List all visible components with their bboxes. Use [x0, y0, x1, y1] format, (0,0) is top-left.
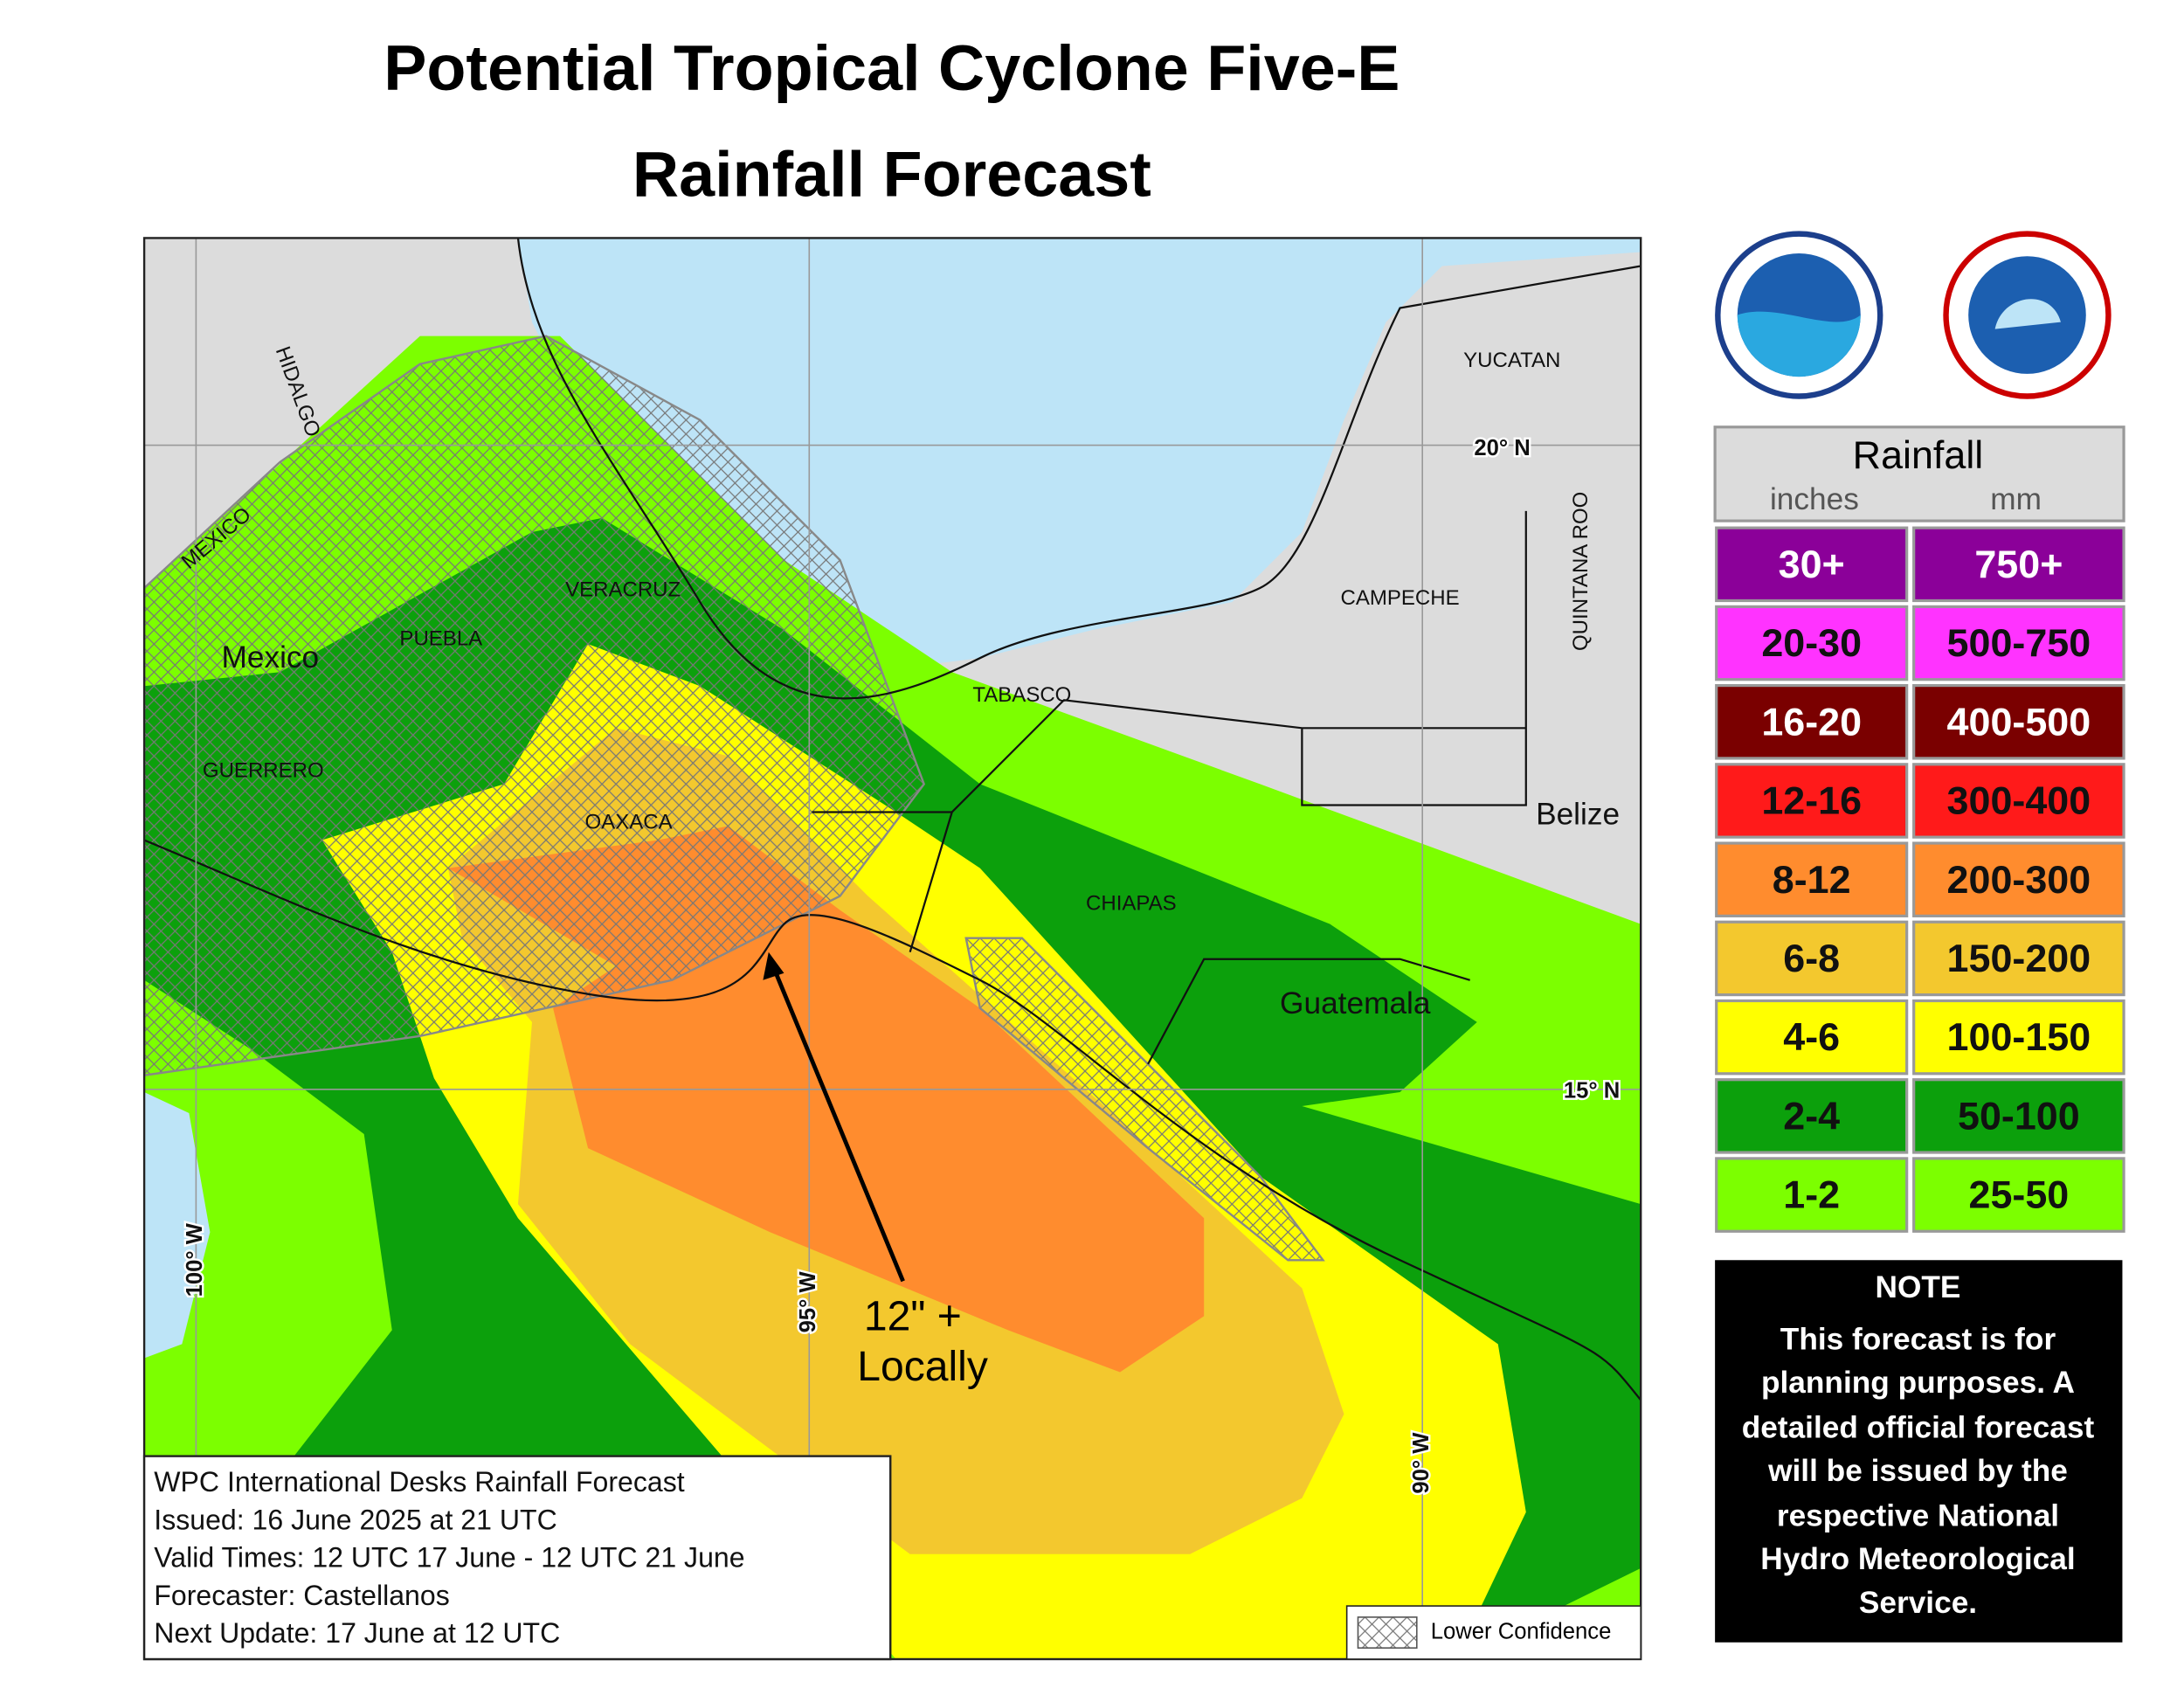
grid-label: 100° W — [183, 1222, 207, 1297]
legend-inches: 4-6 — [1783, 1014, 1840, 1059]
grid-label: 90° W — [1409, 1432, 1434, 1494]
info-line: Valid Times: 12 UTC 17 June - 12 UTC 21 … — [154, 1542, 744, 1574]
region-label: YUCATAN — [1463, 349, 1560, 372]
country-label: Guatemala — [1280, 986, 1431, 1020]
note-line: Service. — [1859, 1586, 1977, 1620]
legend-inches: 8-12 — [1773, 857, 1851, 902]
region-label: VERACRUZ — [565, 578, 681, 602]
grid-label: 95° W — [796, 1271, 820, 1333]
legend-swatch — [1715, 526, 1909, 603]
country-label: Belize — [1536, 798, 1620, 832]
legend-inches: 2-4 — [1783, 1093, 1840, 1138]
region-label: CHIAPAS — [1086, 892, 1177, 916]
grid-label: 15° N — [1564, 1079, 1620, 1103]
note-line: planning purposes. A — [1761, 1366, 2075, 1400]
info-line: Forecaster: Castellanos — [154, 1580, 449, 1611]
legend-inches: 12-16 — [1761, 778, 1862, 823]
title: Potential Tropical Cyclone Five-E — [384, 31, 1400, 104]
graticule — [144, 238, 1641, 1659]
legend-inches: 30+ — [1779, 542, 1845, 586]
legend-swatch — [1912, 526, 2125, 603]
legend-mm: 50-100 — [1958, 1093, 2080, 1138]
legend-mm: 200-300 — [1947, 857, 2091, 902]
legend-swatch — [1715, 1157, 1909, 1233]
key-label: Lower Confidence — [1431, 1619, 1612, 1643]
legend-mm: 400-500 — [1947, 699, 2091, 744]
legend-mm: 150-200 — [1947, 936, 2091, 980]
legend-unit: inches — [1770, 482, 1859, 516]
legend-swatch — [1912, 1157, 2125, 1233]
legend-swatch — [1912, 999, 2125, 1076]
legend-mm: 25-50 — [1969, 1173, 2070, 1217]
legend-swatch — [1715, 683, 1909, 760]
legend-swatch — [1912, 763, 2125, 839]
annotation: 12" + Locally — [763, 951, 988, 1390]
country-label: Mexico — [221, 640, 319, 675]
legend-mm: 300-400 — [1947, 778, 2091, 823]
region-label: PUEBLA — [399, 627, 482, 651]
info-line: Next Update: 17 June at 12 UTC — [154, 1617, 560, 1649]
annotation-text: 12" + — [864, 1292, 962, 1339]
region-label: CAMPECHE — [1341, 586, 1460, 610]
legend-inches: 20-30 — [1761, 620, 1862, 665]
legend-swatch — [1715, 841, 1909, 917]
info-line: WPC International Desks Rainfall Forecas… — [154, 1466, 684, 1498]
region-label: QUINTANA ROO — [1569, 492, 1593, 651]
legend-unit: mm — [1990, 482, 2042, 516]
legend-inches: 1-2 — [1783, 1173, 1840, 1217]
region-label: OAXACA — [585, 811, 673, 834]
title: Rainfall Forecast — [632, 138, 1151, 211]
logos — [1715, 231, 2111, 399]
region-label: GUERRERO — [203, 758, 324, 782]
grid-label: 20° N — [1474, 436, 1530, 460]
confidence-key: Lower Confidence — [1345, 1605, 1641, 1660]
legend-inches: 16-20 — [1761, 699, 1862, 744]
legend-swatch — [1715, 1078, 1909, 1154]
legend: Rainfall inches mm 30+ 750+ 20-30 500-750 16… — [1713, 425, 2125, 1233]
note-title: NOTE — [1876, 1270, 1961, 1304]
legend-mm: 100-150 — [1947, 1014, 2091, 1059]
info-line: Issued: 16 June 2025 at 21 UTC — [154, 1504, 556, 1535]
note-line: This forecast is for — [1780, 1323, 2056, 1357]
legend-mm: 500-750 — [1947, 620, 2091, 665]
legend-inches: 6-8 — [1783, 936, 1840, 980]
legend-swatch — [1715, 605, 1909, 681]
note-line: respective National — [1777, 1498, 2059, 1532]
legend-swatch — [1715, 763, 1909, 839]
legend-swatch — [1912, 683, 2125, 760]
note-line: will be issued by the — [1767, 1454, 2068, 1488]
legend-swatch — [1912, 1078, 2125, 1154]
legend-swatch — [1912, 920, 2125, 997]
legend-swatch — [1912, 605, 2125, 681]
annotation-text: Locally — [857, 1343, 988, 1390]
map-labels: YUCATAN CAMPECHE QUINTANA ROO Belize TAB… — [177, 343, 1622, 1496]
note-line: detailed official forecast — [1742, 1410, 2095, 1444]
legend-swatch — [1715, 999, 1909, 1076]
map — [144, 238, 1641, 1659]
info-box: WPC International Desks Rainfall Forecas… — [142, 1455, 892, 1661]
note-line: Hydro Meteorological — [1760, 1542, 2075, 1576]
legend-mm: 750+ — [1974, 542, 2063, 586]
region-label: TABASCO — [972, 683, 1071, 707]
legend-title: Rainfall — [1853, 432, 1984, 477]
note-box: NOTE This forecast is for planning purpo… — [1715, 1260, 2123, 1643]
legend-swatch — [1912, 841, 2125, 917]
legend-swatch — [1715, 920, 1909, 997]
